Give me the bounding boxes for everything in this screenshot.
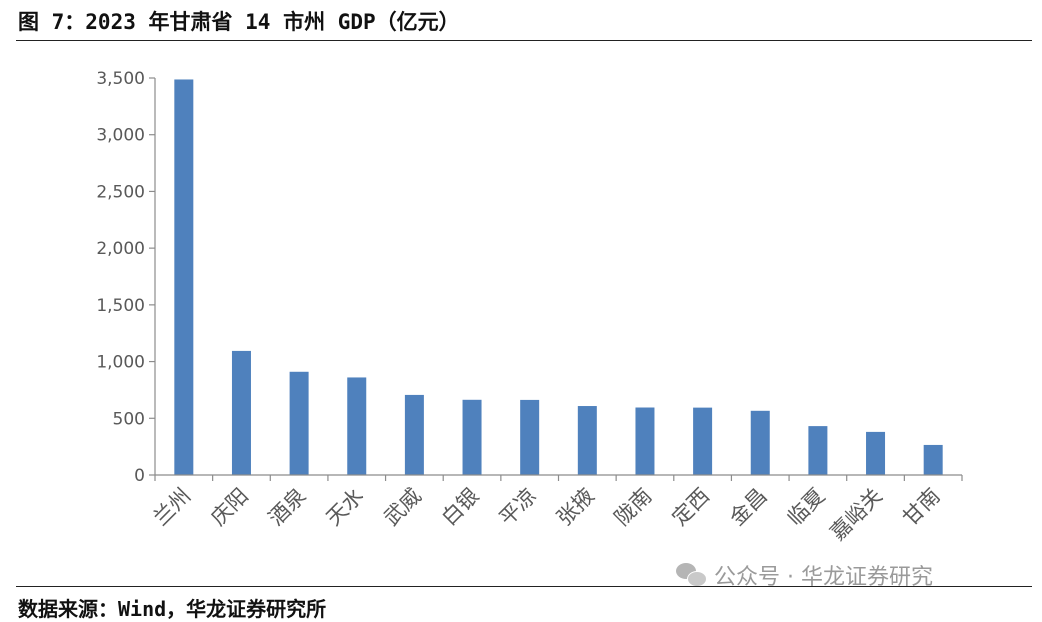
x-category-label: 陇南 <box>610 484 657 531</box>
x-category-label: 临夏 <box>783 484 830 531</box>
bars <box>174 79 943 475</box>
y-tick-label: 0 <box>134 466 145 486</box>
y-tick-label: 3,500 <box>96 69 145 89</box>
x-category-label: 平凉 <box>495 484 542 531</box>
bar-3 <box>289 371 309 475</box>
y-tick-label: 1,500 <box>96 296 145 316</box>
bar-13 <box>866 431 886 475</box>
wechat-icon <box>676 563 707 587</box>
y-tick-label: 2,000 <box>96 239 145 259</box>
bar-2 <box>231 350 251 475</box>
watermark-text: 公众号 · 华龙证券研究 <box>714 565 933 590</box>
watermark: 公众号 · 华龙证券研究 <box>676 559 933 591</box>
x-category-label: 甘南 <box>898 484 945 531</box>
x-category-label: 庆阳 <box>206 484 253 531</box>
bar-11 <box>750 410 770 475</box>
x-category-label: 天水 <box>322 484 369 531</box>
x-category-label: 嘉峪关 <box>826 484 888 546</box>
bottom-divider <box>16 586 1032 587</box>
top-divider <box>16 40 1032 41</box>
x-category-label: 金昌 <box>725 484 772 531</box>
bar-9 <box>635 407 655 475</box>
bar-4 <box>347 377 367 475</box>
source-note: 数据来源：Wind，华龙证券研究所 <box>18 597 327 621</box>
bar-8 <box>577 406 597 475</box>
x-category-label: 武威 <box>379 484 426 531</box>
bar-12 <box>808 426 828 475</box>
bar-14 <box>923 444 943 475</box>
bar-10 <box>693 407 713 475</box>
bar-7 <box>520 399 540 475</box>
y-tick-label: 2,500 <box>96 182 145 202</box>
x-category-label: 酒泉 <box>264 484 311 531</box>
x-category-label: 张掖 <box>552 484 599 531</box>
bar-1 <box>174 79 194 475</box>
y-tick-label: 500 <box>113 409 145 429</box>
bar-chart: 0 500 1,000 1,500 2,000 2,500 3,000 3,500 兰州 庆阳酒… <box>96 69 963 546</box>
x-category-label: 兰州 <box>149 484 196 531</box>
x-category-label: 白银 <box>437 484 484 531</box>
bar-5 <box>404 394 424 475</box>
y-tick-label: 1,000 <box>96 353 145 373</box>
bar-6 <box>462 399 482 475</box>
figure-title: 图 7：2023 年甘肃省 14 市州 GDP（亿元） <box>18 10 460 34</box>
x-category-label: 定西 <box>667 484 714 531</box>
y-tick-label: 3,000 <box>96 126 145 146</box>
y-axis: 0 500 1,000 1,500 2,000 2,500 3,000 3,500 <box>96 69 156 486</box>
